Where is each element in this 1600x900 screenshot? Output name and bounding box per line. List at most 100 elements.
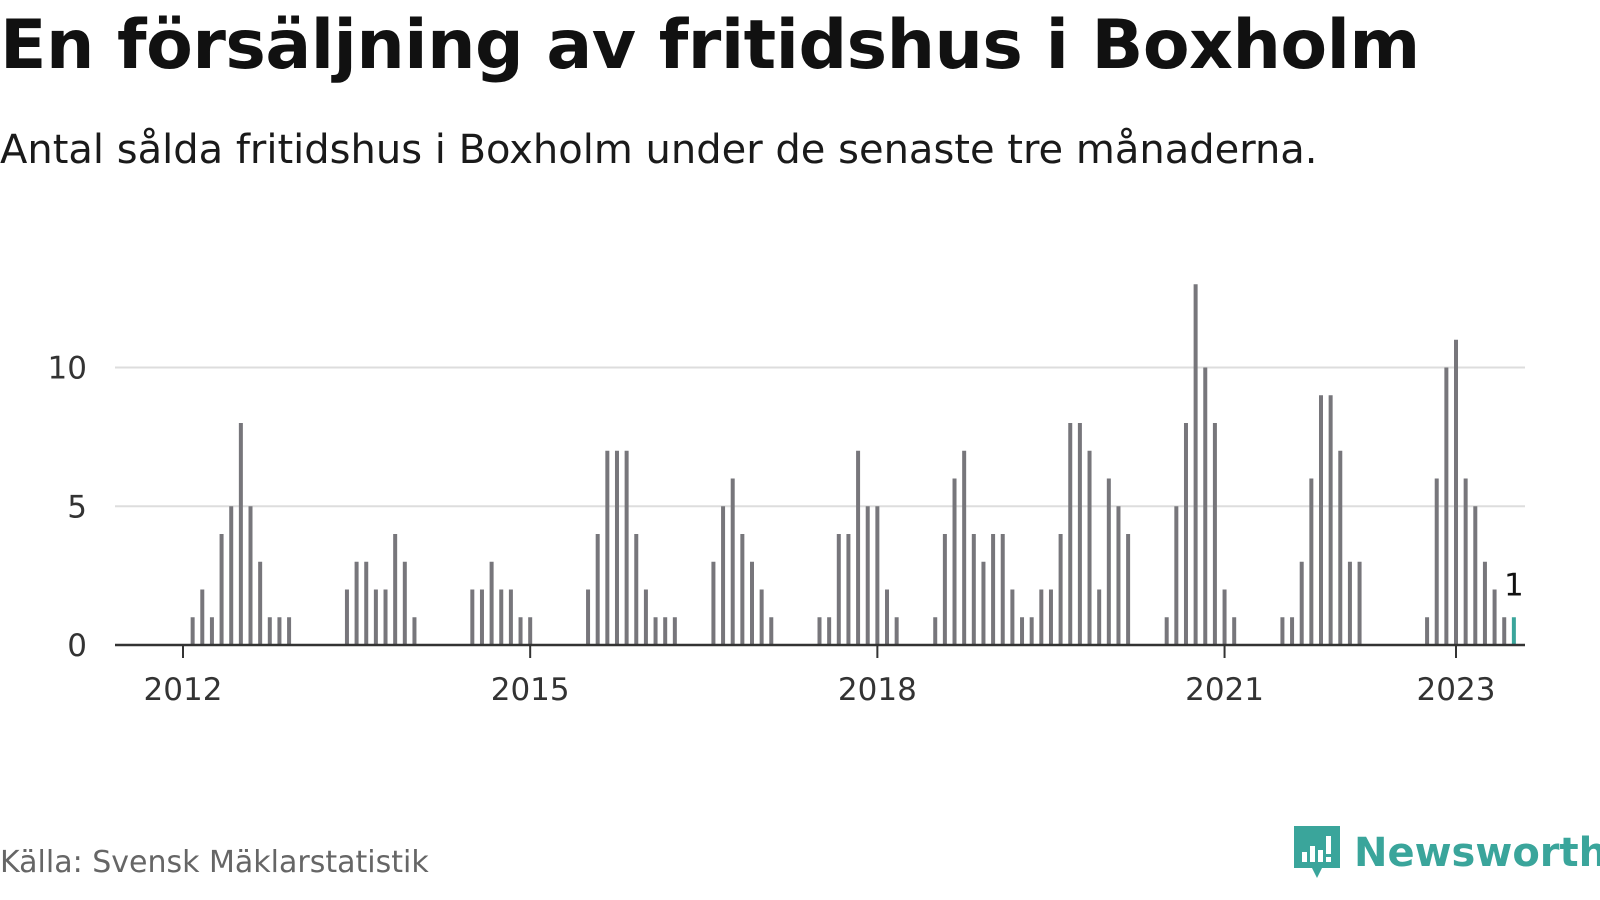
bar <box>672 617 677 645</box>
bar <box>1183 423 1188 645</box>
bar <box>277 617 282 645</box>
bar <box>1492 589 1497 645</box>
bar <box>1126 534 1131 645</box>
bar <box>1347 561 1352 645</box>
bar <box>586 589 591 645</box>
bar <box>721 506 726 645</box>
bar <box>1193 284 1198 645</box>
bar <box>962 450 967 645</box>
bar <box>1048 589 1053 645</box>
y-tick-label: 0 <box>67 628 87 664</box>
bar <box>489 561 494 645</box>
bar <box>344 589 349 645</box>
bar <box>1058 534 1063 645</box>
bar <box>614 450 619 645</box>
bar <box>1338 450 1343 645</box>
bar <box>1174 506 1179 645</box>
bar <box>875 506 880 645</box>
bar <box>836 534 841 645</box>
bar <box>393 534 398 645</box>
bar <box>1463 478 1468 645</box>
bar <box>971 534 976 645</box>
bar <box>518 617 523 645</box>
bar <box>1000 534 1005 645</box>
bar <box>846 534 851 645</box>
bar <box>364 561 369 645</box>
bar <box>1280 617 1285 645</box>
bar <box>267 617 272 645</box>
bar <box>856 450 861 645</box>
bar <box>759 589 764 645</box>
bar <box>653 617 658 645</box>
bar <box>508 589 513 645</box>
bar <box>402 561 407 645</box>
bar <box>981 561 986 645</box>
bar <box>865 506 870 645</box>
bar <box>605 450 610 645</box>
bar <box>991 534 996 645</box>
bar <box>1502 617 1507 645</box>
bar <box>1010 589 1015 645</box>
bar <box>827 617 832 645</box>
bar <box>1444 367 1449 645</box>
x-tick-label: 2021 <box>1185 672 1264 708</box>
x-tick-label: 2015 <box>491 672 570 708</box>
bar <box>1097 589 1102 645</box>
bar <box>528 617 533 645</box>
latest-value-label: 1 <box>1504 567 1524 603</box>
bar <box>933 617 938 645</box>
bar <box>1039 589 1044 645</box>
x-tick-label: 2018 <box>838 672 917 708</box>
bar <box>373 589 378 645</box>
axes: 0 5 10 2012 2015 2018 2021 2023 1 <box>48 351 1525 708</box>
bar <box>1232 617 1237 645</box>
bar <box>1482 561 1487 645</box>
bar <box>219 534 224 645</box>
bar <box>730 478 735 645</box>
grid-lines <box>115 366 1525 508</box>
bar <box>1434 478 1439 645</box>
bar <box>624 450 629 645</box>
chart-subtitle: Antal sålda fritidshus i Boxholm under d… <box>0 127 1318 173</box>
bar <box>1077 423 1082 645</box>
bar <box>1425 617 1430 645</box>
bar <box>1029 617 1034 645</box>
bar <box>663 617 668 645</box>
bar <box>817 617 822 645</box>
bar <box>1473 506 1478 645</box>
bar <box>1164 617 1169 645</box>
bar <box>1020 617 1025 645</box>
y-tick-label: 10 <box>48 351 87 387</box>
bar <box>595 534 600 645</box>
brand-name: Newsworthy <box>1354 830 1600 876</box>
bar <box>1203 367 1208 645</box>
bar <box>1212 423 1217 645</box>
bar <box>248 506 253 645</box>
bar <box>1309 478 1314 645</box>
bar <box>711 561 716 645</box>
bar <box>1116 506 1121 645</box>
bar <box>354 561 359 645</box>
bar <box>1087 450 1092 645</box>
bar <box>1222 589 1227 645</box>
bar <box>1299 561 1304 645</box>
bar <box>643 589 648 645</box>
brand-logo[interactable]: Newsworthy <box>1292 824 1600 882</box>
newsworthy-logo-icon <box>1294 826 1340 878</box>
bar <box>238 423 243 645</box>
bar <box>209 617 214 645</box>
bar <box>470 589 475 645</box>
x-tick-label: 2012 <box>144 672 223 708</box>
bar-chart: 0 5 10 2012 2015 2018 2021 2023 1 <box>48 284 1525 708</box>
bar <box>952 478 957 645</box>
bar <box>885 589 890 645</box>
bar <box>499 589 504 645</box>
bar-latest <box>1511 617 1516 645</box>
bar <box>1328 395 1333 645</box>
bars <box>190 284 1516 645</box>
bar <box>1290 617 1295 645</box>
bar <box>942 534 947 645</box>
bar <box>1106 478 1111 645</box>
bar <box>634 534 639 645</box>
bar <box>383 589 388 645</box>
